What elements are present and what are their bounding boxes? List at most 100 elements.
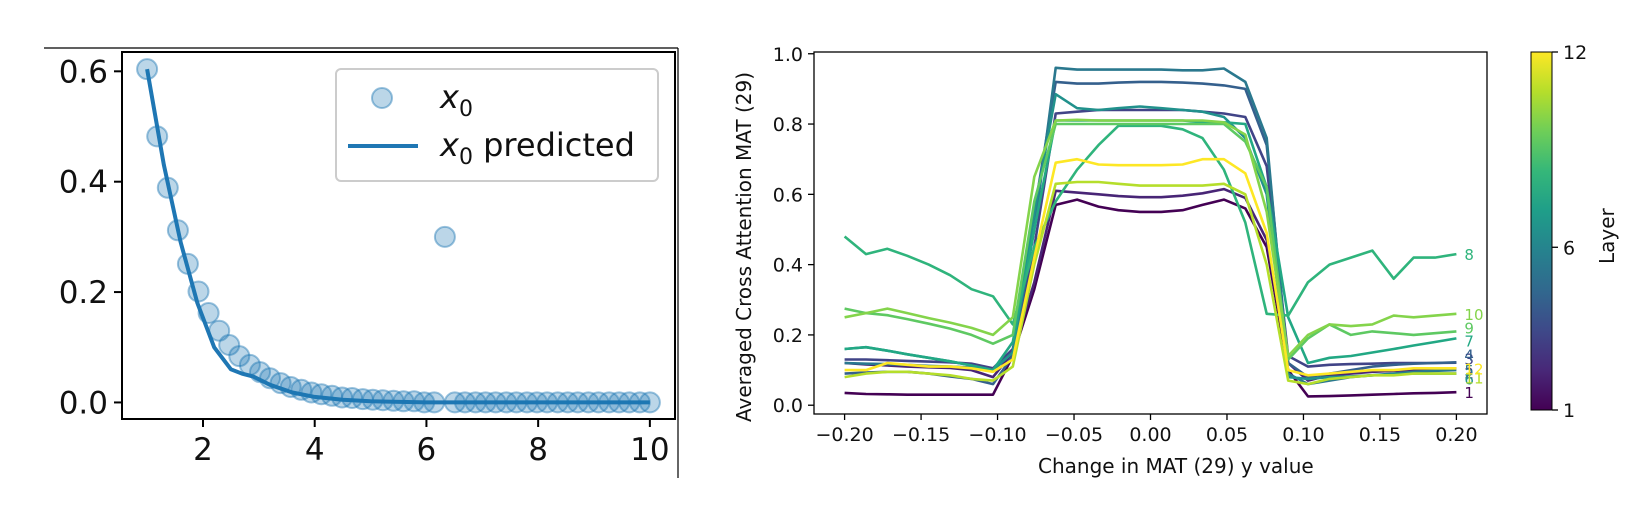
right-x-axis-label: Change in MAT (29) y value [1038,454,1314,478]
data-point [166,219,189,242]
right-y-tick-label: 0.0 [773,395,803,417]
legend-entry-1: x0 [439,78,473,122]
data-point [638,391,661,414]
layer-line-8 [843,124,1457,326]
data-point [259,367,281,390]
data-point [156,176,179,199]
data-point [454,391,476,414]
data-point [392,390,415,413]
data-point [526,391,548,414]
layer-line-6 [844,92,1457,381]
data-point [495,391,518,414]
right-x-tick-label: −0.20 [815,424,873,446]
data-point [351,388,374,411]
predicted-line [145,68,650,405]
left-y-ticks: 0.0 0.2 0.4 0.6 [59,54,122,421]
layer-line-10 [844,118,1457,358]
left-plot-frame [121,51,676,420]
left-panel: 0.0 0.2 0.4 0.6 2 4 6 8 10 x0 x0 predicted [44,47,679,478]
left-x-tick-label: 10 [630,432,669,468]
data-point [505,391,528,414]
right-x-tick-label: 0.05 [1206,424,1248,446]
data-point [238,353,261,376]
data-point [176,252,199,275]
layer-end-label-10: 10 [1464,306,1483,324]
data-point [474,391,497,414]
left-x-ticks: 2 4 6 8 10 [193,419,670,468]
left-y-tick-label: 0.0 [59,385,108,421]
right-x-ticks: −0.20 −0.15 −0.10 −0.05 0.00 0.05 0.10 0.15 0.20 [815,414,1478,446]
data-point [228,345,251,368]
predicted-series [145,68,650,405]
data-point [484,391,507,414]
data-point [290,378,313,401]
right-x-tick-label: 0.10 [1282,424,1324,446]
legend-entry-2: x0 predicted [439,126,635,170]
data-point [516,391,538,414]
colorbar-tick-label: 1 [1563,400,1575,422]
legend-marker-circle [371,87,393,109]
right-x-tick-label: 0.20 [1435,424,1477,446]
layer-end-label-6: 6 [1464,371,1474,389]
data-point [382,389,405,412]
left-x-tick-label: 4 [305,432,325,468]
colorbar-label: Layer [1595,207,1619,264]
data-point [279,376,302,398]
right-y-tick-label: 0.6 [773,184,803,206]
layer-end-label-3: 3 [1464,351,1474,369]
layer-line-3 [844,108,1457,370]
data-point [310,383,333,406]
layer-line-1 [844,198,1457,398]
data-point [608,391,631,414]
data-point [536,391,559,414]
right-x-tick-label: −0.10 [968,424,1026,446]
layer-end-label-1: 1 [1464,384,1474,402]
data-point [249,361,271,384]
colorbar-gradient [1530,51,1553,411]
right-x-tick-label: −0.15 [892,424,950,446]
data-point [628,391,651,414]
layer-line-11 [844,180,1457,386]
left-y-tick-label: 0.4 [59,165,108,201]
data-point [413,391,436,414]
data-point [443,391,466,414]
data-point [546,391,569,414]
right-y-axis-label: Averaged Cross Attention MAT (29) [732,72,756,422]
right-panel: 0.0 0.2 0.4 0.6 0.8 1.0 −0.20 −0.15 −0.10 −0.05 0… [732,44,1488,478]
data-point [423,391,446,414]
data-point [587,391,610,414]
layer-end-label-7: 7 [1464,332,1474,350]
data-point [321,384,343,407]
layer-line-2 [844,187,1457,382]
data-point [218,334,241,356]
layer-end-label-4: 4 [1464,346,1474,364]
right-y-tick-label: 1.0 [773,44,803,66]
data-point [187,280,210,303]
layer-end-label-11: 11 [1464,370,1483,388]
layer-end-label-5: 5 [1464,362,1474,380]
layer-line-9 [844,122,1457,361]
right-x-tick-label: 0.15 [1359,424,1401,446]
colorbar-tick-label: 6 [1563,237,1575,259]
right-y-tick-label: 0.2 [773,325,803,347]
left-y-tick-label: 0.2 [59,275,108,311]
data-point [197,302,220,324]
data-point [146,125,169,148]
observed-series [136,58,661,414]
layer-end-label-9: 9 [1464,319,1474,337]
layer-line-5 [844,66,1457,386]
data-point [403,390,426,413]
right-y-ticks: 0.0 0.2 0.4 0.6 0.8 1.0 [773,44,814,417]
layer-lines [843,66,1457,398]
layer-end-label-2: 2 [1464,364,1474,382]
data-point [300,381,323,404]
data-point [433,225,456,248]
layer-end-label-8: 8 [1464,246,1474,264]
data-point [269,372,292,395]
colorbar-tick-label: 12 [1563,42,1587,64]
data-point [361,388,384,411]
